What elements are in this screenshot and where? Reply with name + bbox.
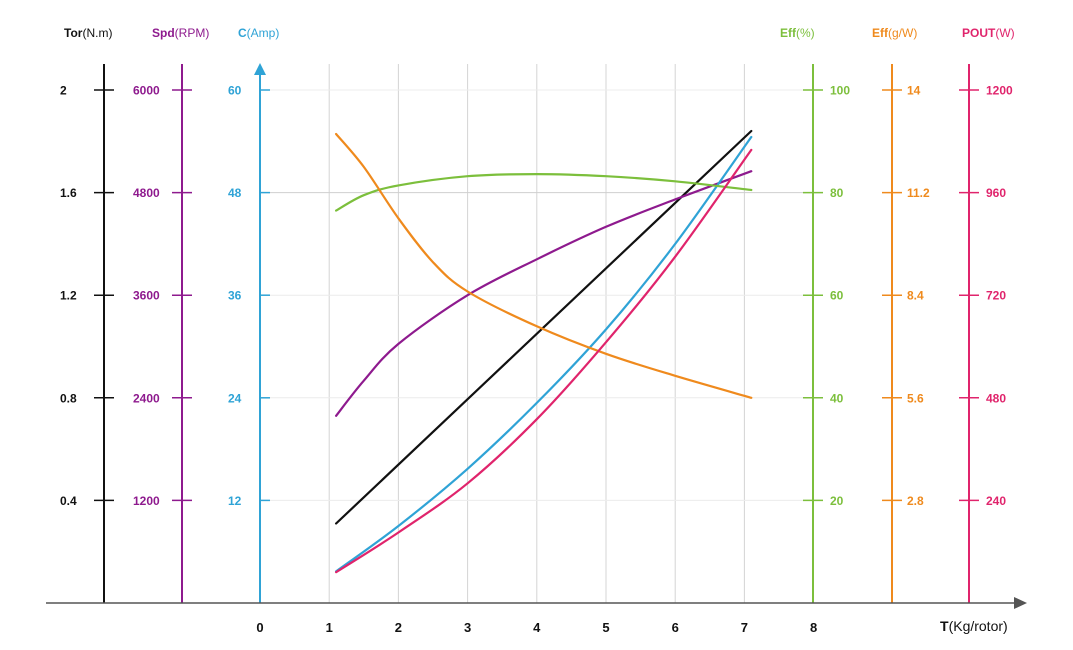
axis-tick-label-spd-3: 4800 — [133, 186, 160, 200]
axis-title-tor: Tor(N.m) — [64, 26, 113, 40]
axis-title-pout: POUT(W) — [962, 26, 1015, 40]
axis-tick-label-tor-4: 2 — [60, 84, 67, 98]
axis-tick-label-eff-0: 20 — [830, 494, 844, 508]
axis-tick-label-effg-3: 11.2 — [907, 186, 930, 200]
axis-tick-label-pout-2: 720 — [986, 289, 1006, 303]
axis-tick-label-eff-2: 60 — [830, 289, 844, 303]
axis-tick-label-cur-0: 12 — [228, 494, 242, 508]
axis-tick-label-eff-1: 40 — [830, 391, 844, 405]
axis-title-eff-pct: Eff(%) — [780, 26, 815, 40]
axis-tick-label-eff-4: 100 — [830, 84, 850, 98]
series-line-output-power — [335, 148, 753, 574]
axis-title-spd: Spd(RPM) — [152, 26, 210, 40]
series-line-current — [335, 135, 753, 573]
x-axis-title: T(Kg/rotor) — [940, 618, 1008, 634]
axis-tick-label-tor-2: 1.2 — [60, 289, 77, 303]
axis-tick-label-tor-3: 1.6 — [60, 186, 77, 200]
axis-tick-label-spd-4: 6000 — [133, 84, 160, 98]
x-tick-label-2: 2 — [395, 620, 402, 635]
axis-tick-label-cur-3: 48 — [228, 186, 242, 200]
axis-tick-label-tor-0: 0.4 — [60, 494, 77, 508]
axis-tick-label-cur-1: 24 — [228, 391, 242, 405]
axis-tick-label-pout-3: 960 — [986, 186, 1006, 200]
x-tick-label-1: 1 — [326, 620, 333, 635]
axis-tick-label-spd-2: 3600 — [133, 289, 160, 303]
axis-tick-label-pout-4: 1200 — [986, 84, 1013, 98]
x-tick-label-8: 8 — [810, 620, 817, 635]
axis-title-eff-gw: Eff(g/W) — [872, 26, 918, 40]
axis-title-current: C(Amp) — [238, 26, 280, 40]
axis-tick-label-effg-2: 8.4 — [907, 289, 924, 303]
axis-tick-label-eff-3: 80 — [830, 186, 844, 200]
axis-tick-label-cur-2: 36 — [228, 289, 242, 303]
axis-tick-label-effg-1: 5.6 — [907, 391, 924, 405]
axis-arrow-cur — [254, 63, 266, 75]
axis-tick-label-spd-1: 2400 — [133, 391, 160, 405]
x-axis-arrow — [1014, 597, 1027, 609]
series-line-efficiency- — [335, 172, 753, 212]
x-tick-label-6: 6 — [672, 620, 679, 635]
axis-tick-label-cur-4: 60 — [228, 84, 242, 98]
axis-tick-label-pout-0: 240 — [986, 494, 1006, 508]
axis-tick-label-effg-0: 2.8 — [907, 494, 924, 508]
x-tick-label-0: 0 — [256, 620, 263, 635]
axis-tick-label-effg-4: 14 — [907, 84, 921, 98]
x-tick-label-4: 4 — [533, 620, 541, 635]
axis-tick-label-tor-1: 0.8 — [60, 391, 77, 405]
axis-tick-label-spd-0: 1200 — [133, 494, 160, 508]
series-line-speed — [335, 170, 753, 417]
series-line-efficiency-g-w- — [335, 132, 753, 399]
x-tick-label-3: 3 — [464, 620, 471, 635]
x-tick-label-7: 7 — [741, 620, 748, 635]
x-tick-label-5: 5 — [602, 620, 609, 635]
axis-tick-label-pout-1: 480 — [986, 391, 1006, 405]
